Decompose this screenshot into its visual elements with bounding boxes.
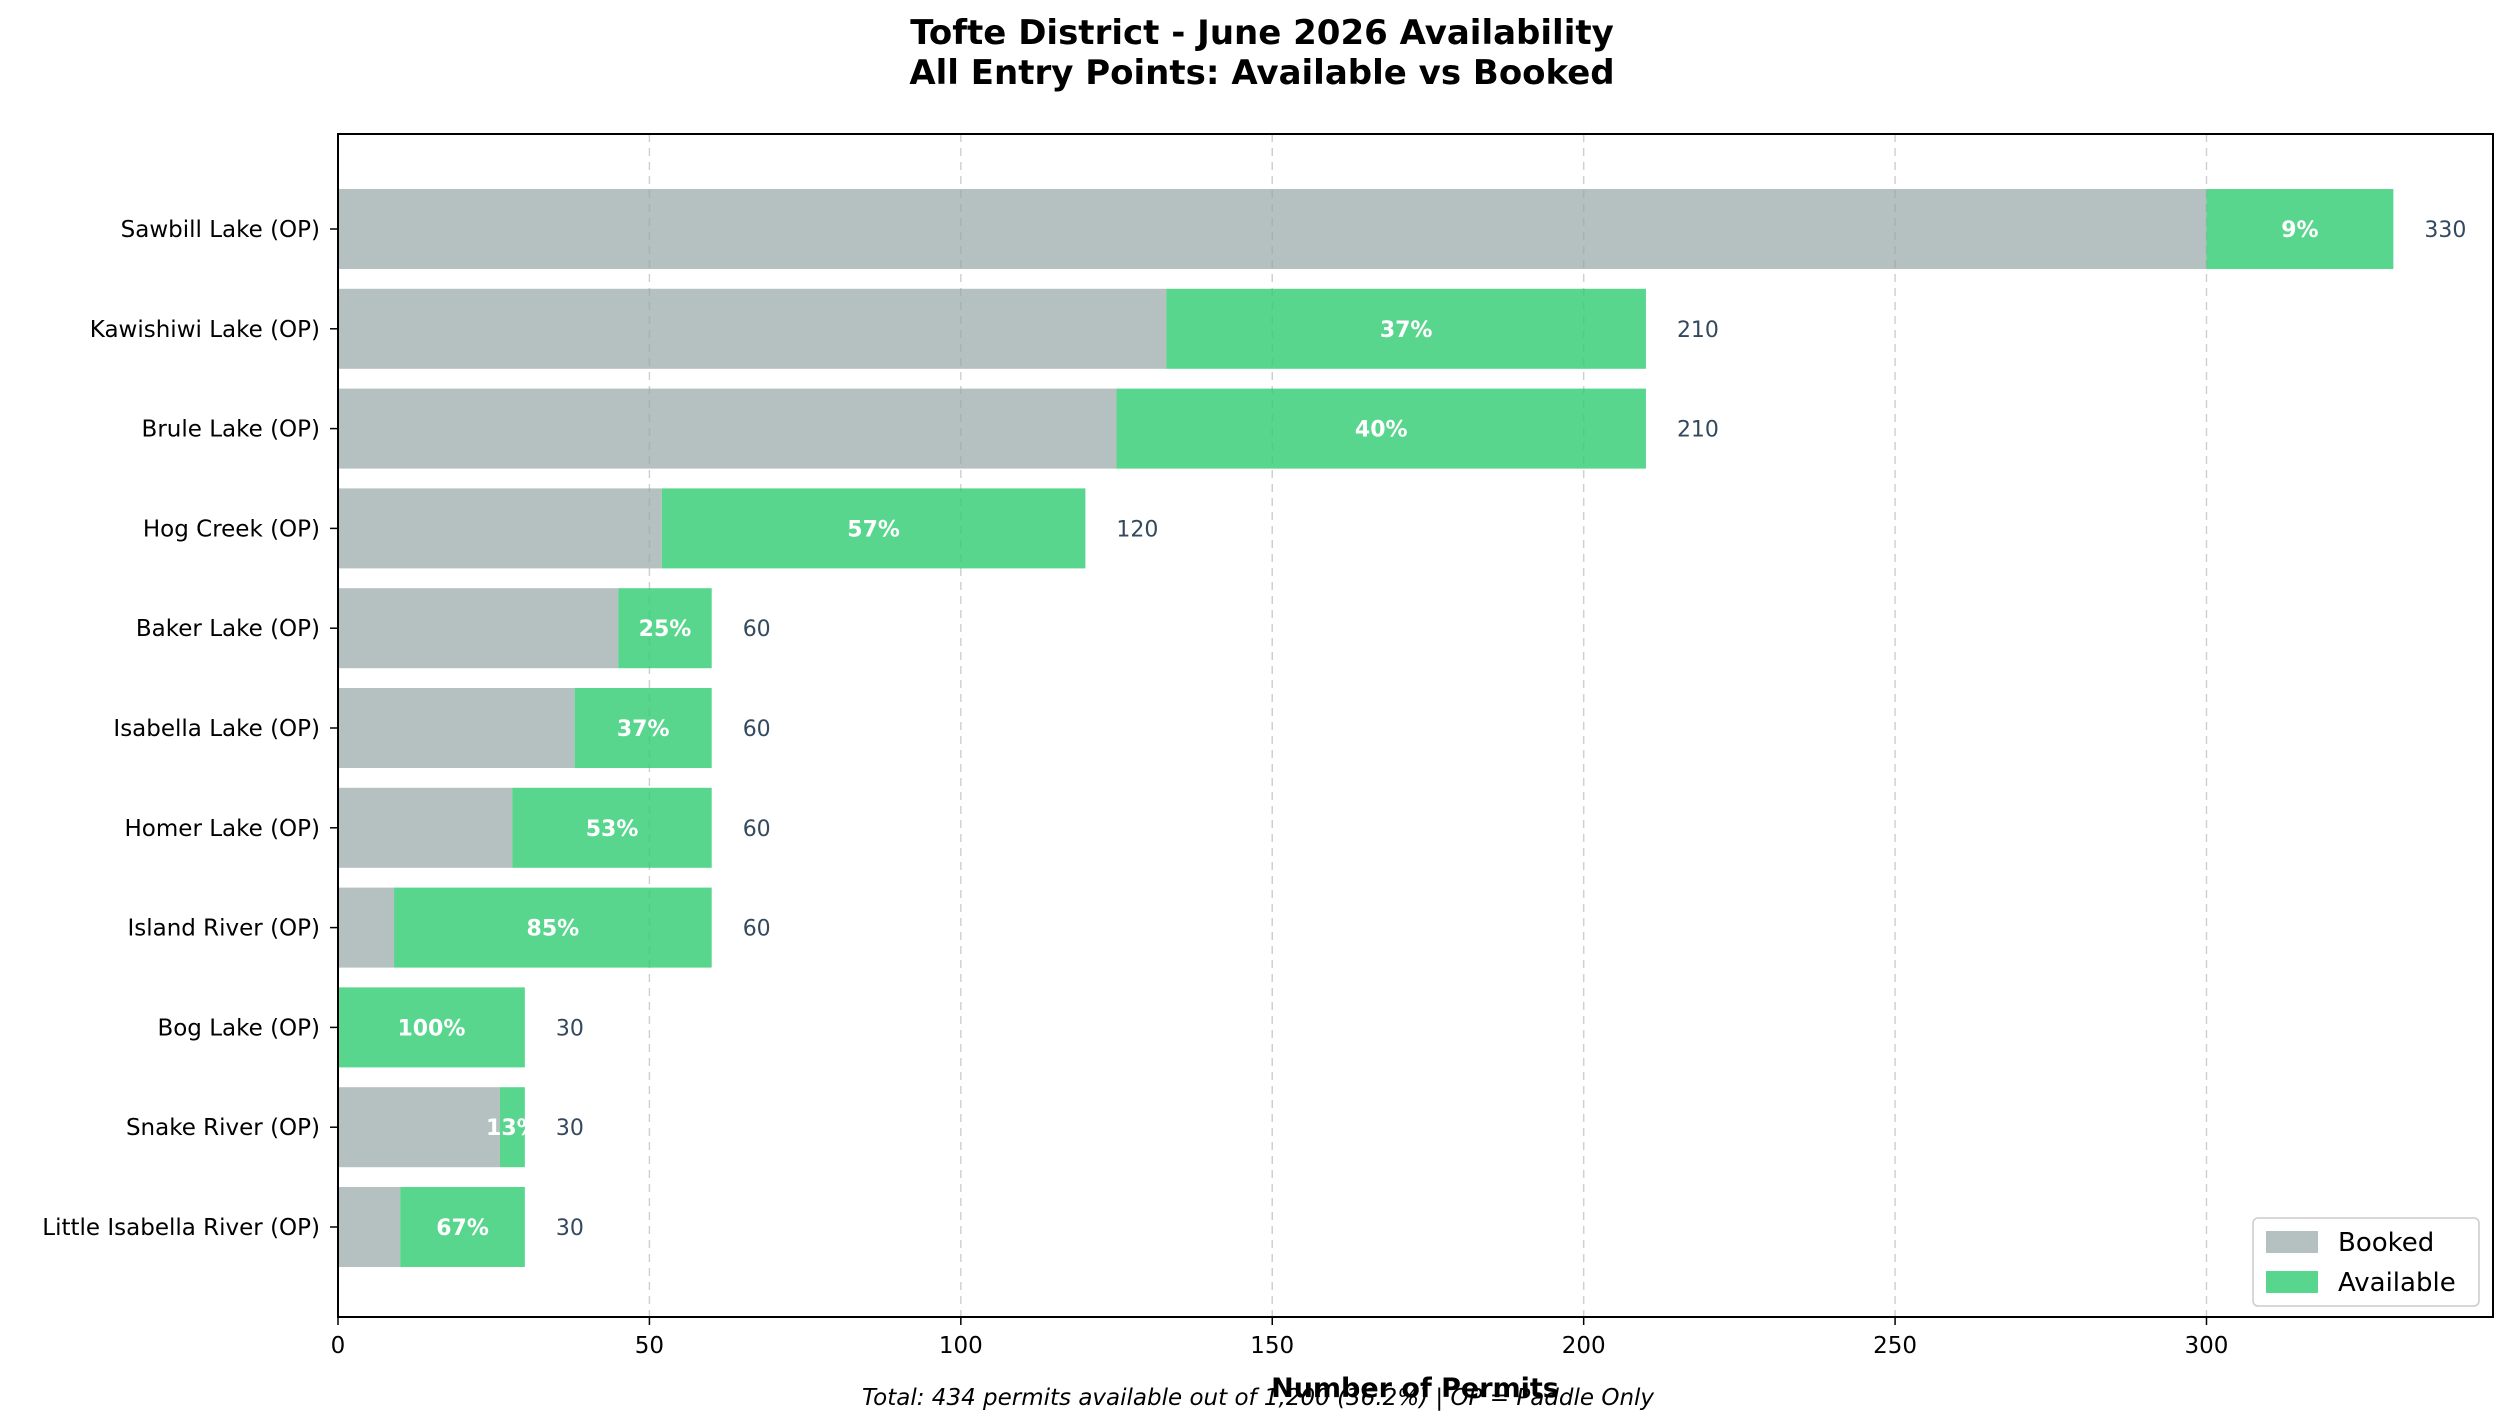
legend-swatch-booked: [2266, 1231, 2318, 1253]
total-label-baker-lake: 60: [743, 617, 771, 642]
y-tick-label-homer-lake: Homer Lake (OP): [125, 816, 320, 842]
y-tick-label-baker-lake: Baker Lake (OP): [136, 616, 320, 642]
legend-label-available: Available: [2338, 1268, 2456, 1298]
axis-ticks: 0 50 100 150 200 250 300 Sawbill Lake (OP) Kawis…: [42, 217, 2228, 1359]
percent-label-island-river: 85%: [527, 917, 580, 942]
bar-booked-island-river: [338, 887, 395, 968]
x-tick-label: 100: [939, 1333, 983, 1359]
bar-booked-sawbill-lake: [338, 189, 2207, 269]
bar-available-isabella-lake: [574, 688, 712, 768]
y-tick-label-kawishiwi-lake: Kawishiwi Lake (OP): [90, 317, 320, 343]
y-tick-label-island-river: Island River (OP): [127, 916, 320, 942]
total-label-isabella-lake: 60: [743, 717, 771, 742]
total-label-homer-lake: 60: [743, 817, 771, 842]
plot-frame: [337, 133, 2494, 1318]
bar-available-sawbill-lake: [2206, 189, 2394, 269]
x-tick-label: 0: [331, 1333, 346, 1359]
percent-label-homer-lake: 53%: [586, 817, 639, 842]
bar-available-snake-river: [499, 1087, 525, 1168]
bar-available-homer-lake: [512, 787, 712, 868]
total-label-snake-river: 30: [556, 1116, 584, 1141]
percent-label-hog-creek: 57%: [847, 517, 900, 542]
bar-available-island-river: [394, 887, 712, 968]
bar-booked-baker-lake: [338, 588, 619, 669]
x-tick-label: 300: [2185, 1333, 2229, 1359]
bar-booked-little-isabella-river: [338, 1187, 401, 1267]
bar-available-bog-lake: [338, 987, 525, 1068]
percent-label-little-isabella-river: 67%: [436, 1216, 489, 1241]
bar-available-hog-creek: [661, 488, 1086, 569]
y-tick-label-bog-lake: Bog Lake (OP): [157, 1015, 320, 1041]
bar-booked-homer-lake: [338, 787, 513, 868]
bar-booked-snake-river: [338, 1087, 500, 1168]
footnote: Total: 434 permits available out of 1,20…: [862, 1385, 1654, 1411]
percent-label-isabella-lake: 37%: [617, 717, 670, 742]
percent-label-kawishiwi-lake: 37%: [1380, 318, 1433, 343]
total-label-kawishiwi-lake: 210: [1677, 318, 1719, 343]
percent-label-brule-lake: 40%: [1355, 418, 1408, 443]
bar-booked-kawishiwi-lake: [338, 288, 1167, 369]
bar-booked-isabella-lake: [338, 688, 575, 768]
bar-available-kawishiwi-lake: [1166, 288, 1646, 369]
percent-label-bog-lake: 100%: [397, 1016, 465, 1041]
total-label-island-river: 60: [743, 917, 771, 942]
total-label-brule-lake: 210: [1677, 418, 1719, 443]
y-tick-label-brule-lake: Brule Lake (OP): [142, 417, 320, 443]
legend: Booked Available: [2252, 1217, 2480, 1307]
percent-label-snake-river: 13%: [486, 1116, 539, 1141]
y-tick-label-sawbill-lake: Sawbill Lake (OP): [121, 217, 320, 243]
x-tick-label: 200: [1562, 1333, 1606, 1359]
total-label-little-isabella-river: 30: [556, 1216, 584, 1241]
chart-title-line2: All Entry Points: Available vs Booked: [909, 53, 1614, 93]
bar-available-baker-lake: [618, 588, 712, 669]
bar-labels: 9% 330 37% 210 40% 210 57% 120 25% 60 37% 60 53% 60 85…: [397, 218, 2466, 1241]
bar-available-little-isabella-river: [400, 1187, 525, 1267]
y-tick-label-little-isabella-river: Little Isabella River (OP): [42, 1215, 320, 1241]
x-tick-label: 150: [1250, 1333, 1294, 1359]
bars: [338, 189, 2394, 1267]
total-label-hog-creek: 120: [1116, 517, 1158, 542]
x-axis-label: Number of Permits: [1271, 1373, 1559, 1404]
total-label-sawbill-lake: 330: [2424, 218, 2466, 243]
total-label-bog-lake: 30: [556, 1016, 584, 1041]
y-tick-label-hog-creek: Hog Creek (OP): [143, 516, 320, 542]
x-tick-label: 50: [635, 1333, 664, 1359]
legend-swatch-available: [2266, 1271, 2318, 1293]
legend-label-booked: Booked: [2338, 1228, 2434, 1258]
percent-label-baker-lake: 25%: [639, 617, 692, 642]
bar-available-brule-lake: [1116, 388, 1646, 469]
y-tick-label-snake-river: Snake River (OP): [126, 1115, 320, 1141]
bar-booked-brule-lake: [338, 388, 1117, 469]
y-tick-label-isabella-lake: Isabella Lake (OP): [113, 716, 320, 742]
chart-title-line1: Tofte District - June 2026 Availability: [910, 13, 1614, 53]
bar-booked-hog-creek: [338, 488, 662, 569]
percent-label-sawbill-lake: 9%: [2281, 218, 2318, 243]
x-tick-label: 250: [1873, 1333, 1917, 1359]
